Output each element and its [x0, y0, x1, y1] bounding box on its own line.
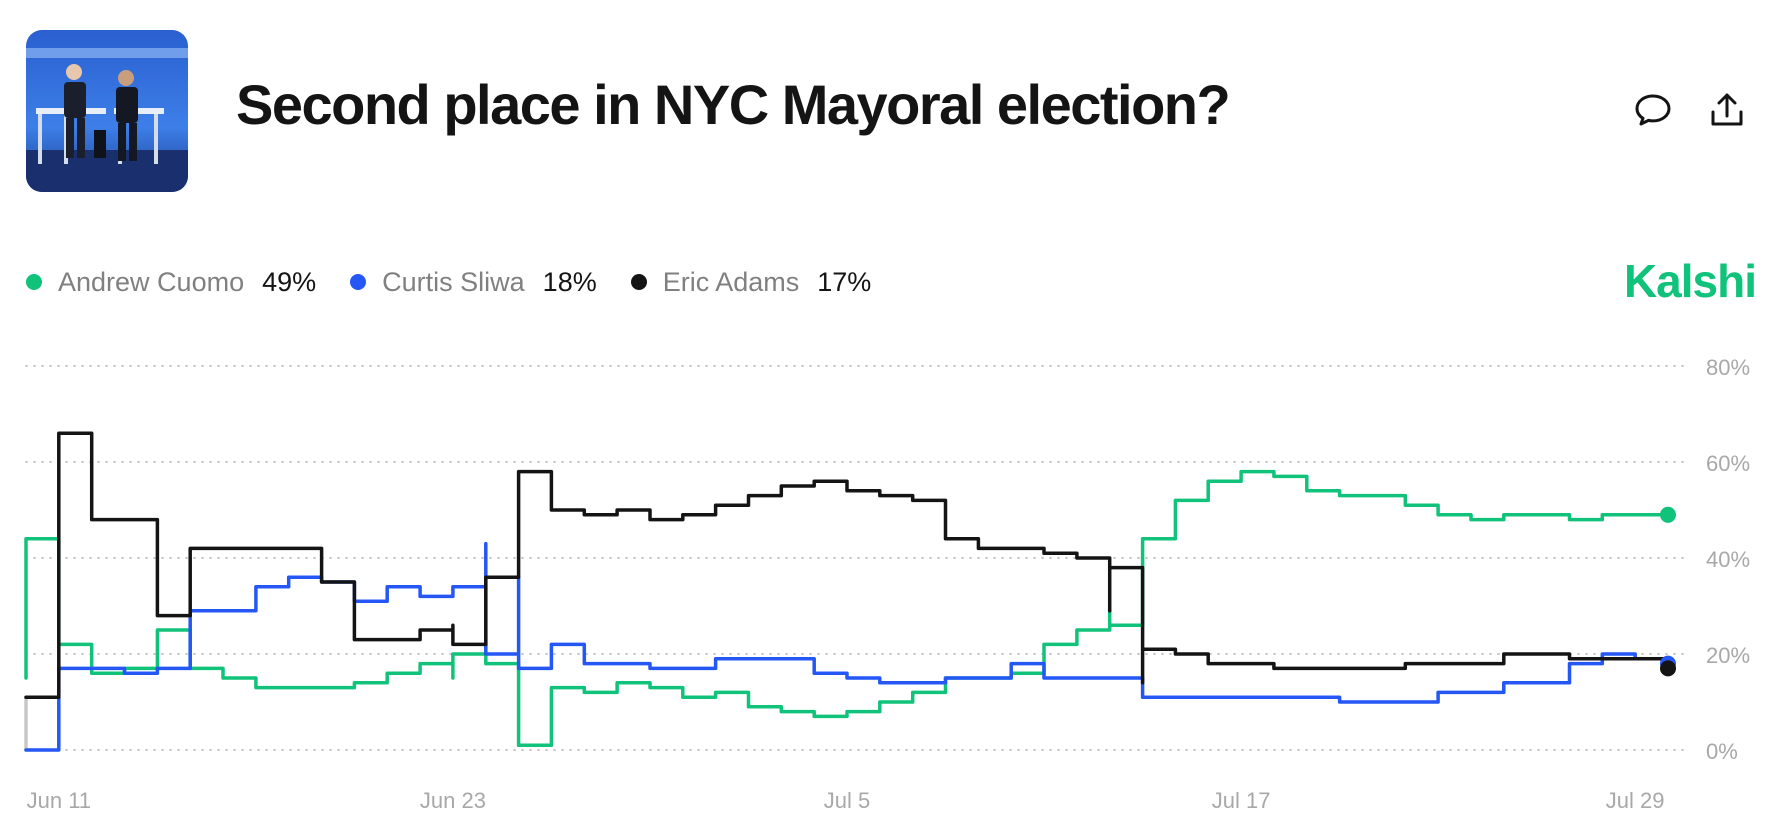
- legend-dot-adams: [630, 274, 647, 290]
- series-line-curtis-sliwa: [24, 541, 1670, 752]
- y-tick-label: 20%: [1706, 643, 1750, 668]
- share-button[interactable]: [1703, 86, 1751, 134]
- legend-name: Eric Adams: [662, 266, 800, 297]
- y-tick-label: 60%: [1706, 451, 1750, 476]
- legend-item-cuomo[interactable]: Andrew Cuomo 49%: [26, 267, 316, 298]
- market-title: Second place in NYC Mayoral election?: [236, 73, 1231, 136]
- y-tick-label: 80%: [1706, 355, 1750, 380]
- end-marker-eric-adams: [1660, 660, 1676, 677]
- x-tick-label: Jul 5: [824, 788, 870, 813]
- speech-bubble-icon: [1635, 94, 1671, 126]
- legend-dot-sliwa: [350, 274, 367, 290]
- series-line-eric-adams: [24, 431, 1670, 699]
- kalshi-logo[interactable]: Kalshi: [1623, 255, 1757, 307]
- x-tick-label: Jun 11: [27, 788, 91, 813]
- legend-item-sliwa[interactable]: Curtis Sliwa 18%: [350, 267, 597, 298]
- end-marker-andrew-cuomo: [1660, 506, 1676, 523]
- series-line-andrew-cuomo: [24, 469, 1670, 747]
- legend-dot-cuomo: [26, 274, 42, 290]
- legend-value: 17%: [817, 266, 872, 297]
- market-thumbnail: [26, 30, 188, 192]
- legend-name: Andrew Cuomo: [58, 266, 245, 297]
- y-tick-label: 0%: [1706, 739, 1738, 764]
- chart-legend: Andrew Cuomo 49% Curtis Sliwa 18% Eric A…: [26, 262, 905, 302]
- x-tick-label: Jul 17: [1212, 788, 1271, 813]
- legend-value: 18%: [542, 266, 597, 297]
- legend-item-adams[interactable]: Eric Adams 17%: [630, 266, 872, 298]
- series-line-unlabeled: [24, 695, 61, 752]
- comment-button[interactable]: [1629, 86, 1677, 134]
- debate-stage-photo: [26, 30, 188, 192]
- x-tick-label: Jul 29: [1606, 788, 1665, 813]
- legend-value: 49%: [262, 266, 317, 297]
- x-tick-label: Jun 23: [420, 788, 486, 813]
- share-upload-icon: [1711, 93, 1743, 126]
- legend-name: Curtis Sliwa: [382, 266, 525, 297]
- y-tick-label: 40%: [1706, 547, 1750, 572]
